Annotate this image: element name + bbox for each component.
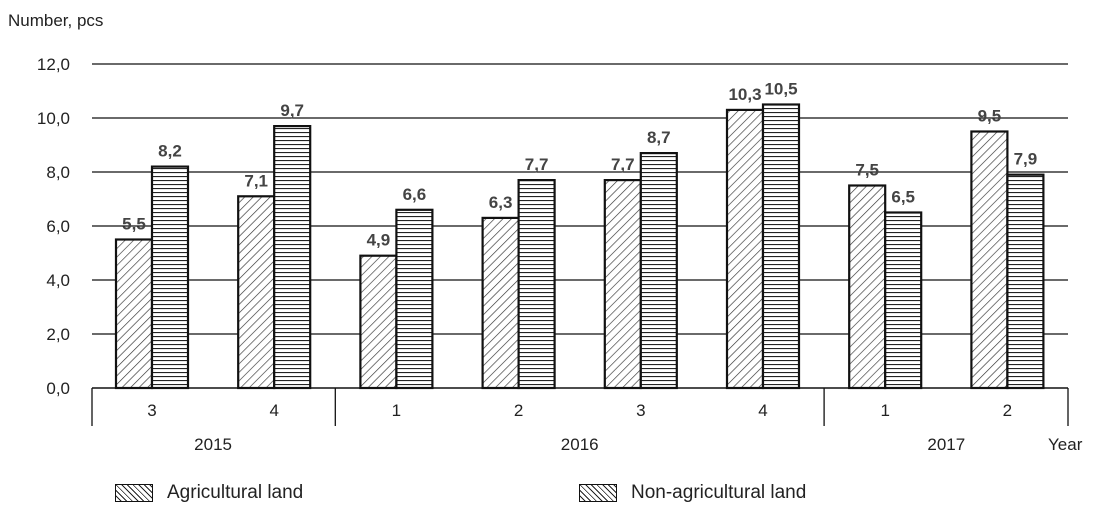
data-label: 10,5 <box>764 80 797 99</box>
legend-item-non-agricultural: Non-agricultural land <box>579 482 806 504</box>
data-label: 7,7 <box>525 155 549 174</box>
bar-non-agricultural <box>761 103 801 390</box>
bar-non-agricultural <box>395 208 434 390</box>
bar-non-agricultural <box>517 179 556 390</box>
x-tick-label: 1 <box>392 401 401 420</box>
x-tick-label: 4 <box>269 401 278 420</box>
x-axis: 3 4 1 2 3 4 1 2 2015 2016 2017 <box>91 388 1069 454</box>
data-label: 9,7 <box>280 101 304 120</box>
data-label: 6,5 <box>891 188 915 207</box>
data-label: 4,9 <box>367 231 391 250</box>
bar-agricultural <box>237 195 276 390</box>
bar-non-agricultural <box>273 124 312 390</box>
x-tick-label: 3 <box>636 401 645 420</box>
year-label: 2015 <box>194 435 232 454</box>
legend-swatch-agricultural <box>115 484 153 502</box>
data-label: 8,2 <box>158 142 182 161</box>
bar-agricultural <box>970 130 1009 390</box>
x-tick-label: 2 <box>1003 401 1012 420</box>
data-label: 7,7 <box>611 155 635 174</box>
bar-non-agricultural <box>1006 173 1045 390</box>
x-tick-label: 1 <box>880 401 889 420</box>
bars <box>114 103 1045 390</box>
bar-agricultural <box>848 184 887 390</box>
data-label: 7,1 <box>244 171 268 190</box>
legend-label-non-agricultural: Non-agricultural land <box>631 482 807 503</box>
x-tick-label: 2 <box>514 401 523 420</box>
data-label: 6,3 <box>489 193 513 212</box>
legend-item-agricultural: Agricultural land <box>115 482 303 504</box>
legend-label-agricultural: Agricultural land <box>167 482 304 503</box>
bar-non-agricultural <box>884 211 923 390</box>
data-labels: 5,5 8,2 7,1 9,7 4,9 6,6 6,3 7,7 7,7 8,7 10,3 10,5 7,… <box>122 80 1037 250</box>
y-tick-label: 2,0 <box>46 325 70 344</box>
bar-agricultural <box>359 254 398 390</box>
bar-agricultural <box>603 179 642 390</box>
bar-non-agricultural <box>150 165 190 390</box>
bar-agricultural <box>481 216 520 390</box>
y-tick-label: 10,0 <box>37 109 70 128</box>
y-tick-label: 8,0 <box>46 163 70 182</box>
data-label: 7,9 <box>1014 150 1038 169</box>
x-tick-label: 3 <box>147 401 156 420</box>
x-axis-label: Year <box>1048 435 1083 454</box>
year-label: 2017 <box>927 435 965 454</box>
y-tick-label: 4,0 <box>46 271 70 290</box>
data-label: 5,5 <box>122 215 146 234</box>
y-axis-label: Number, pcs <box>8 11 103 30</box>
bar-agricultural <box>725 108 765 390</box>
y-tick-label: 0,0 <box>46 379 70 398</box>
y-tick-label: 6,0 <box>46 217 70 236</box>
data-label: 7,5 <box>855 161 879 180</box>
data-label: 9,5 <box>978 107 1002 126</box>
bar-agricultural <box>114 238 154 390</box>
data-label: 10,3 <box>728 85 761 104</box>
y-tick-labels: 0,0 2,0 4,0 6,0 8,0 10,0 12,0 <box>37 55 70 398</box>
data-label: 8,7 <box>647 128 671 147</box>
bar-non-agricultural <box>639 152 678 390</box>
x-tick-label: 4 <box>758 401 767 420</box>
legend-swatch-non-agricultural <box>579 484 617 502</box>
year-label: 2016 <box>561 435 599 454</box>
y-tick-label: 12,0 <box>37 55 70 74</box>
data-label: 6,6 <box>403 185 427 204</box>
